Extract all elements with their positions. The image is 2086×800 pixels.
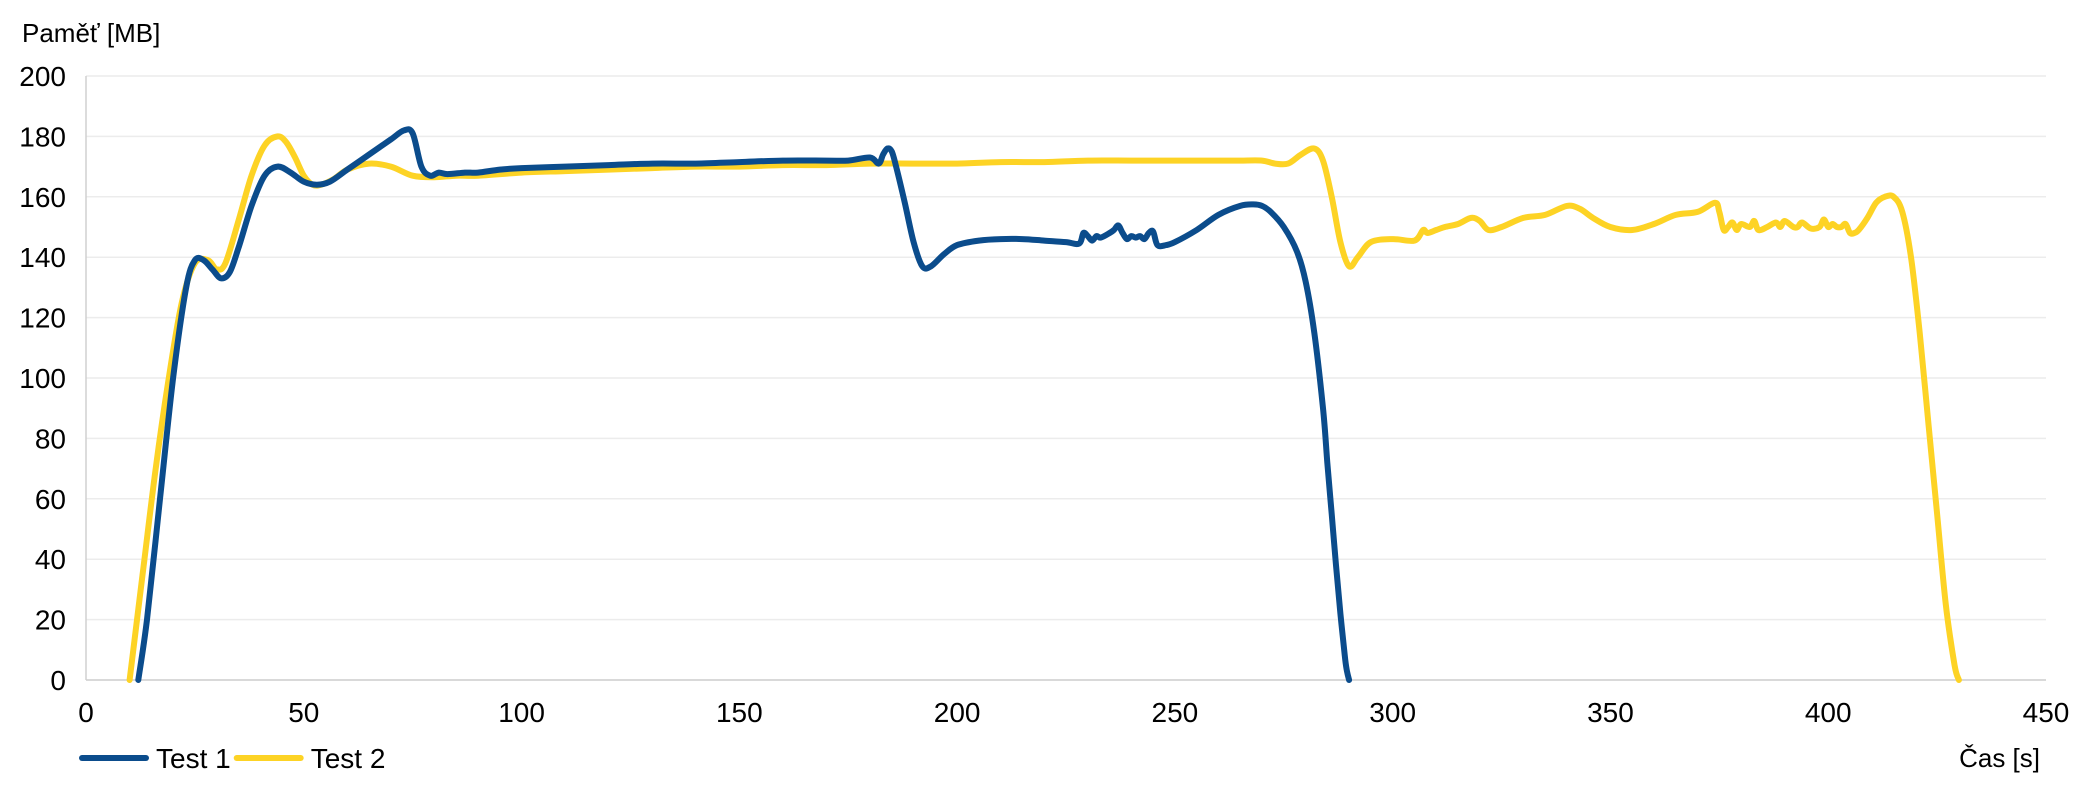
y-tick-label: 40: [35, 544, 66, 575]
series-line-2: [126, 133, 1962, 683]
grid: [86, 75, 2046, 681]
y-tick-label: 80: [35, 423, 66, 454]
x-tick-label: 300: [1369, 697, 1416, 728]
x-tick-label: 350: [1587, 697, 1634, 728]
x-tick-label: 100: [498, 697, 545, 728]
x-axis-title: Čas [s]: [1959, 743, 2040, 773]
legend-label-2: Test 2: [311, 743, 386, 774]
y-tick-label: 180: [19, 121, 66, 152]
y-tick-label: 60: [35, 484, 66, 515]
y-tick-label: 160: [19, 182, 66, 213]
x-tick-label: 50: [288, 697, 319, 728]
legend-label-1: Test 1: [156, 743, 231, 774]
series-lines: [126, 126, 1962, 683]
x-tick-label: 400: [1805, 697, 1852, 728]
y-tick-label: 140: [19, 242, 66, 273]
x-tick-label: 0: [78, 697, 94, 728]
x-tick-label: 200: [934, 697, 981, 728]
legend: Test 1 Test 2: [79, 743, 386, 774]
x-tick-label: 450: [2023, 697, 2070, 728]
axes: 0 20 40 60 80 100 120 140 160 180 200 0 50 100 150 200 2…: [19, 61, 2069, 728]
x-tick-label: 150: [716, 697, 763, 728]
y-tick-label: 200: [19, 61, 66, 92]
series-line-1: [135, 126, 1353, 683]
y-tick-label: 120: [19, 303, 66, 334]
y-axis-title: Paměť [MB]: [22, 18, 160, 48]
y-tick-label: 0: [50, 665, 66, 696]
x-tick-label: 250: [1152, 697, 1199, 728]
y-tick-label: 20: [35, 605, 66, 636]
y-tick-label: 100: [19, 363, 66, 394]
